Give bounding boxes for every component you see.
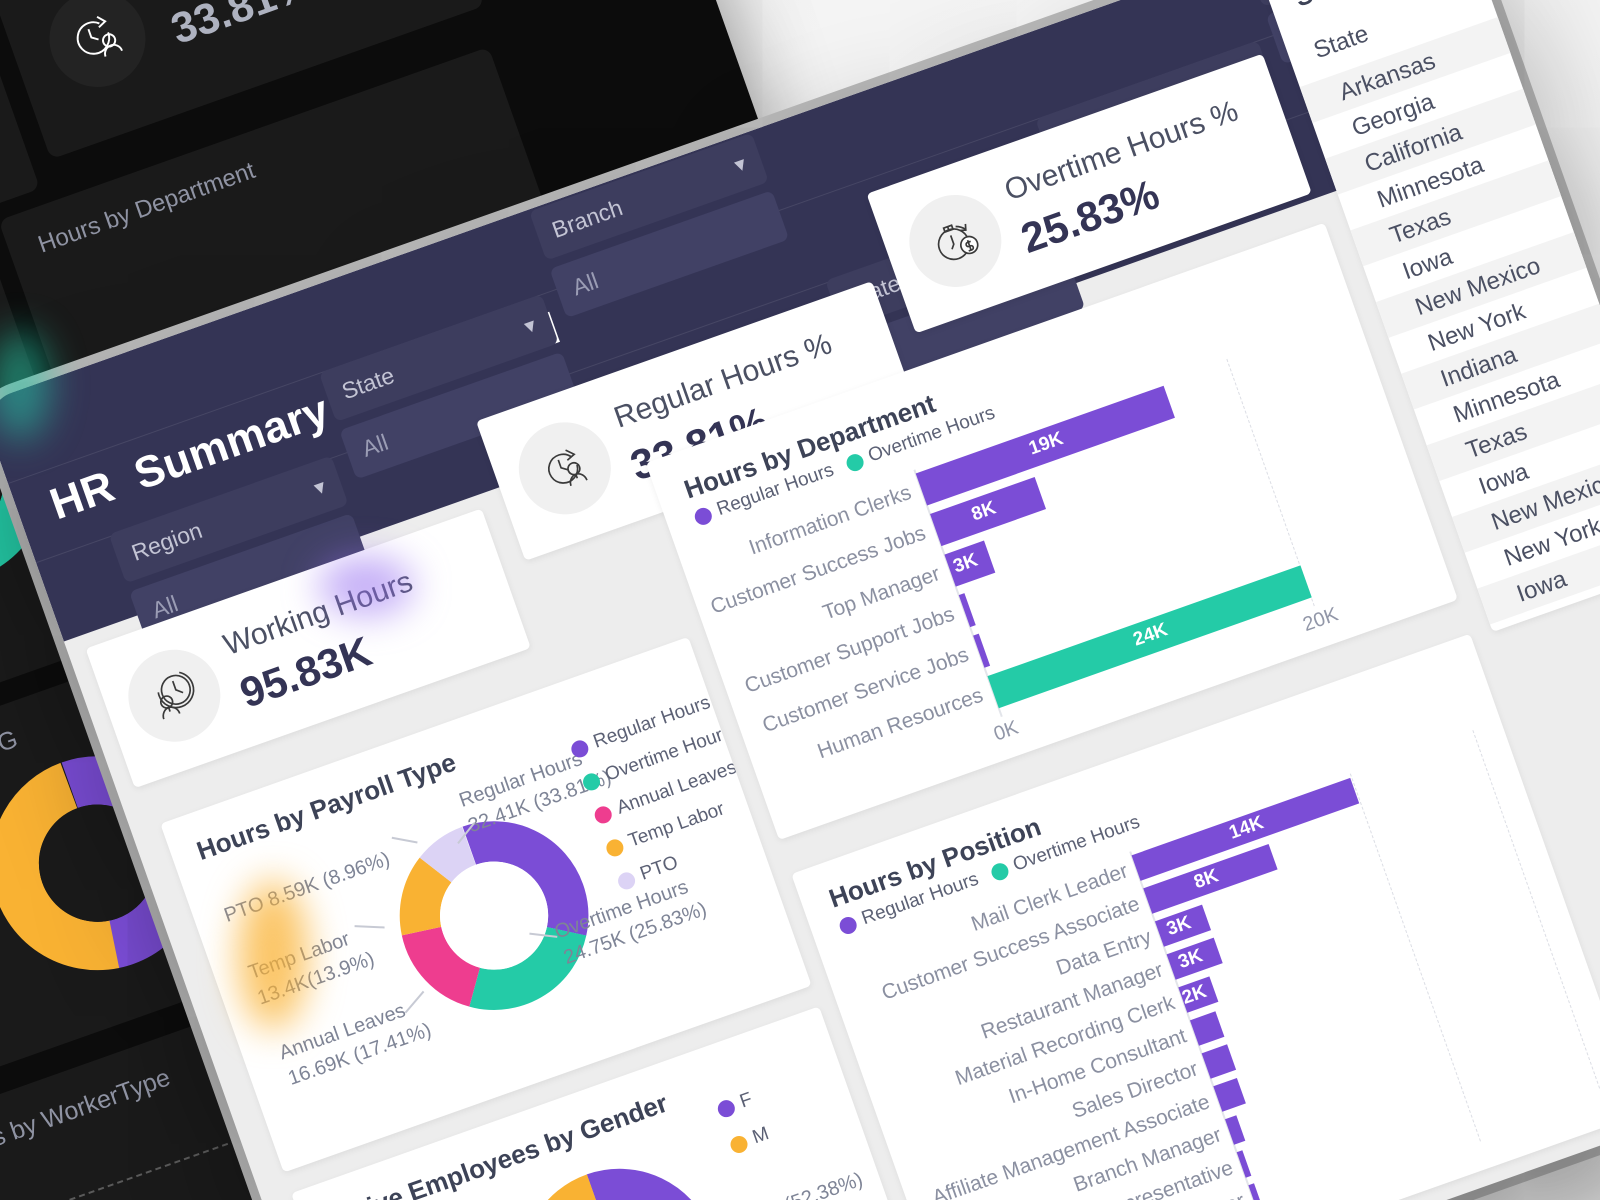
kpi-icon-wrap xyxy=(896,182,1015,300)
state-column-header: State xyxy=(1310,20,1373,65)
gridline xyxy=(1472,730,1600,1099)
kpi-card-overtime-hours-pct[interactable]: Overtime Hours % 25.83% xyxy=(866,53,1312,334)
clock-person-icon xyxy=(157,671,195,720)
legend-swatch xyxy=(715,1097,738,1120)
legend-gender: F M xyxy=(714,1087,772,1157)
chevron-down-icon[interactable]: ▾ xyxy=(731,151,749,177)
bar-human-resources[interactable]: 24K xyxy=(987,565,1312,709)
kpi-icon-wrap xyxy=(115,637,234,755)
chevron-down-icon[interactable]: ▾ xyxy=(521,313,539,339)
legend-swatch xyxy=(837,914,859,936)
bar-value-label: 8K xyxy=(968,497,999,526)
legend-item-female[interactable]: F xyxy=(714,1087,759,1121)
gridline xyxy=(1349,773,1481,1142)
filter-label: Region xyxy=(127,516,206,566)
slice-label-annual-leaves: Annual Leaves 16.69K (17.41%) xyxy=(276,999,435,1090)
slice-label-pto: PTO 8.59K (8.96%) xyxy=(221,847,393,927)
legend-swatch xyxy=(728,1133,750,1155)
bar-affiliate-management-associate[interactable] xyxy=(1213,1078,1246,1112)
legend-item-male[interactable]: M xyxy=(727,1123,772,1157)
bar-value-label: 14K xyxy=(1226,811,1267,844)
panel-hours-by-payroll-type: Hours by Payroll Type Regular Hours 32.41… xyxy=(160,636,812,1173)
donut-gender[interactable] xyxy=(480,1128,758,1200)
legend-swatch xyxy=(603,836,626,859)
bar-sales-director[interactable] xyxy=(1201,1044,1236,1079)
kpi-card-regular-hours-pct[interactable]: Regular Hours % 33.81% xyxy=(476,281,922,561)
bar-in-home-consultant[interactable] xyxy=(1189,1011,1224,1046)
kpi-icon-wrap xyxy=(506,409,624,528)
bar-branch-manager[interactable] xyxy=(1224,1115,1245,1145)
bar-restaurant-manager[interactable]: 3K xyxy=(1166,937,1223,980)
dark-kpi-regular-hours: Regular H 33.81% xyxy=(0,0,485,160)
legend-swatch xyxy=(615,869,638,892)
clock-refresh-person-icon xyxy=(76,15,123,57)
bar-value-label: 24K xyxy=(1130,619,1171,651)
clock-refresh-person-icon xyxy=(548,449,588,487)
dark-panel-title: Hours by Department xyxy=(34,156,259,259)
bar-value-label: 19K xyxy=(1026,428,1067,460)
bar-information-clerks[interactable]: 19K xyxy=(915,385,1175,506)
donut-payroll-type[interactable] xyxy=(359,780,630,1051)
bar-value-label: 2K xyxy=(1179,980,1210,1009)
legend-swatch xyxy=(592,803,614,826)
legend-label: M xyxy=(749,1123,772,1149)
x-axis-tick: 0K xyxy=(990,716,1022,746)
slice-label-temp-labor: Temp Labor 13.4K(13.9%) xyxy=(245,927,378,1010)
kpi-card-working-hours[interactable]: Working Hours 95.83K xyxy=(85,508,531,789)
bar-value-label: 3K xyxy=(1175,944,1206,973)
page-title-prefix: HR xyxy=(43,461,121,530)
dark-kpi-value: 33.81% xyxy=(165,0,319,54)
bar-value-label: 8K xyxy=(1191,864,1222,893)
legend-swatch xyxy=(843,451,866,474)
filter-label: State xyxy=(338,361,398,404)
x-axis-tick: 20K xyxy=(1300,603,1341,637)
bar-result-getter[interactable] xyxy=(1248,1183,1264,1200)
dark-kpi-icon-wrap xyxy=(36,0,159,101)
legend-swatch xyxy=(988,860,1011,883)
dark-panel-title: Hours by WorkerType xyxy=(0,1063,174,1171)
panel-title: State Overview xyxy=(1292,0,1471,13)
filter-label: Branch xyxy=(548,193,626,243)
panel-active-employees-by-gender: Active Employees by Gender 50.2K (52.38%… xyxy=(291,1006,933,1200)
bar-value-label: 3K xyxy=(1163,911,1194,940)
chevron-down-icon[interactable]: ▾ xyxy=(310,474,329,500)
legend-swatch xyxy=(692,505,714,527)
slice-label-female: 50.2K (52.38%) xyxy=(727,1167,867,1200)
stopwatch-dollar-icon xyxy=(937,223,979,261)
legend-label: F xyxy=(737,1088,756,1113)
bar-value-label: 3K xyxy=(950,549,981,578)
